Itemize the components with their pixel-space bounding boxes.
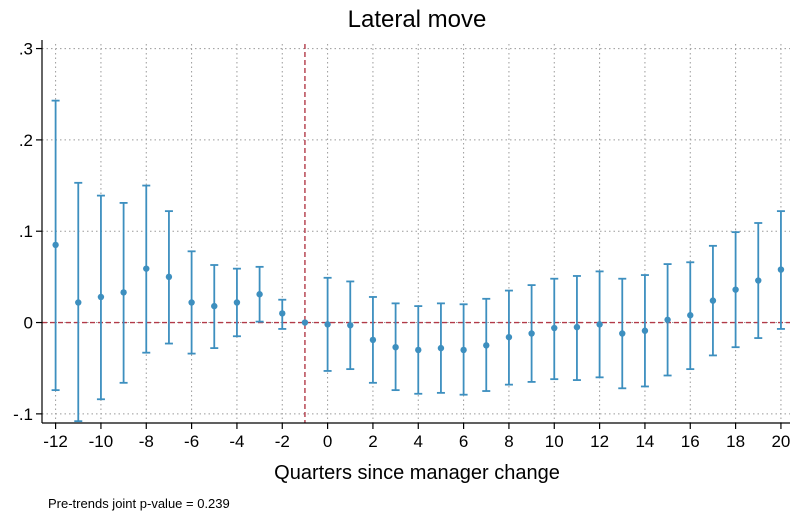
x-tick-label: -8 — [139, 432, 154, 451]
point-estimate — [97, 293, 105, 301]
point-estimate — [233, 299, 241, 306]
point-estimate — [75, 299, 82, 306]
point-estimate — [165, 273, 173, 281]
x-tick-label: 12 — [590, 432, 609, 451]
point-estimate — [279, 310, 286, 317]
y-tick-label: .1 — [19, 222, 33, 241]
point-estimate — [120, 289, 127, 296]
point-estimate — [347, 322, 354, 329]
y-tick-label: -.1 — [13, 405, 33, 424]
point-estimate — [664, 316, 671, 324]
x-tick-label: -12 — [43, 432, 68, 451]
point-estimate — [437, 344, 445, 352]
point-estimate — [52, 241, 59, 249]
point-estimate — [777, 266, 785, 273]
x-tick-label: 6 — [459, 432, 468, 451]
y-tick-label: .2 — [19, 131, 33, 150]
point-estimate — [619, 330, 626, 337]
x-tick-label: -2 — [275, 432, 290, 451]
axes: -.1 0 .1 .2 .3 -12 -10 -8 -6 -4 -2 0 2 4 6 8 10 12 14 16 18 2… — [13, 40, 790, 451]
reference-lines — [42, 44, 790, 423]
x-tick-label: 20 — [771, 432, 790, 451]
x-tick-label: 4 — [414, 432, 423, 451]
point-estimate — [732, 286, 739, 293]
point-estimate — [573, 323, 581, 331]
point-estimate — [256, 291, 263, 298]
x-axis-label: Quarters since manager change — [274, 462, 560, 484]
point-estimate — [596, 321, 603, 328]
chart-title: Lateral move — [348, 6, 487, 33]
grid — [42, 44, 790, 423]
x-tick-label: -10 — [89, 432, 114, 451]
point-estimate — [483, 342, 490, 349]
point-estimate — [709, 297, 717, 304]
point-estimate — [324, 321, 331, 328]
point-estimate — [528, 330, 535, 337]
point-estimates — [52, 241, 785, 354]
point-estimate — [211, 302, 218, 310]
x-tick-label: 16 — [681, 432, 700, 451]
point-estimate — [392, 344, 399, 351]
point-estimate — [551, 324, 558, 332]
x-tick-label: 14 — [635, 432, 654, 451]
x-tick-label: 0 — [323, 432, 332, 451]
point-estimate — [369, 336, 377, 344]
x-tick-label: 2 — [368, 432, 377, 451]
pretrends-note: Pre-trends joint p-value = 0.239 — [48, 496, 230, 511]
y-tick-label: 0 — [24, 314, 33, 333]
x-tick-label: 18 — [726, 432, 745, 451]
point-estimate — [755, 277, 762, 284]
x-tick-label: -4 — [229, 432, 244, 451]
point-estimate — [143, 265, 150, 272]
point-estimate — [505, 333, 513, 341]
x-tick-label: -6 — [184, 432, 199, 451]
point-estimate — [415, 346, 422, 354]
point-estimate — [641, 327, 649, 334]
point-estimate — [188, 299, 195, 306]
x-tick-label: 10 — [545, 432, 564, 451]
point-estimate — [460, 346, 467, 354]
x-tick-label: 8 — [504, 432, 513, 451]
point-estimate — [687, 312, 694, 319]
y-tick-label: .3 — [19, 40, 33, 59]
point-estimate — [301, 319, 309, 326]
